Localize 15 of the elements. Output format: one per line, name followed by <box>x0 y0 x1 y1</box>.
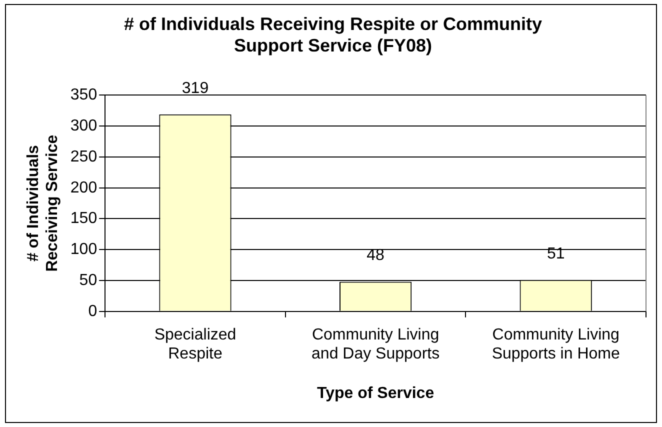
y-tick-label: 50 <box>79 272 98 289</box>
chart-title: # of Individuals Receiving Respite or Community Support Service (FY08) <box>124 14 542 56</box>
x-tick-label: Specialized Respite <box>154 326 236 363</box>
y-tick-label: 250 <box>70 148 98 166</box>
y-tick-label: 150 <box>70 210 98 228</box>
y-axis-title: # of Individuals Receiving Service <box>25 134 62 272</box>
x-axis-title: Type of Service <box>317 384 434 402</box>
x-tick-label: Community Living and Day Supports <box>312 326 440 363</box>
y-tick-label: 200 <box>70 179 98 196</box>
y-tick-label: 100 <box>70 241 98 258</box>
x-tick-label: Community Living Supports in Home <box>492 326 620 363</box>
data-label: 319 <box>182 80 209 97</box>
y-tick-label: 350 <box>70 86 98 104</box>
y-tick-label: 0 <box>88 302 98 320</box>
y-tick-label: 300 <box>70 117 98 134</box>
